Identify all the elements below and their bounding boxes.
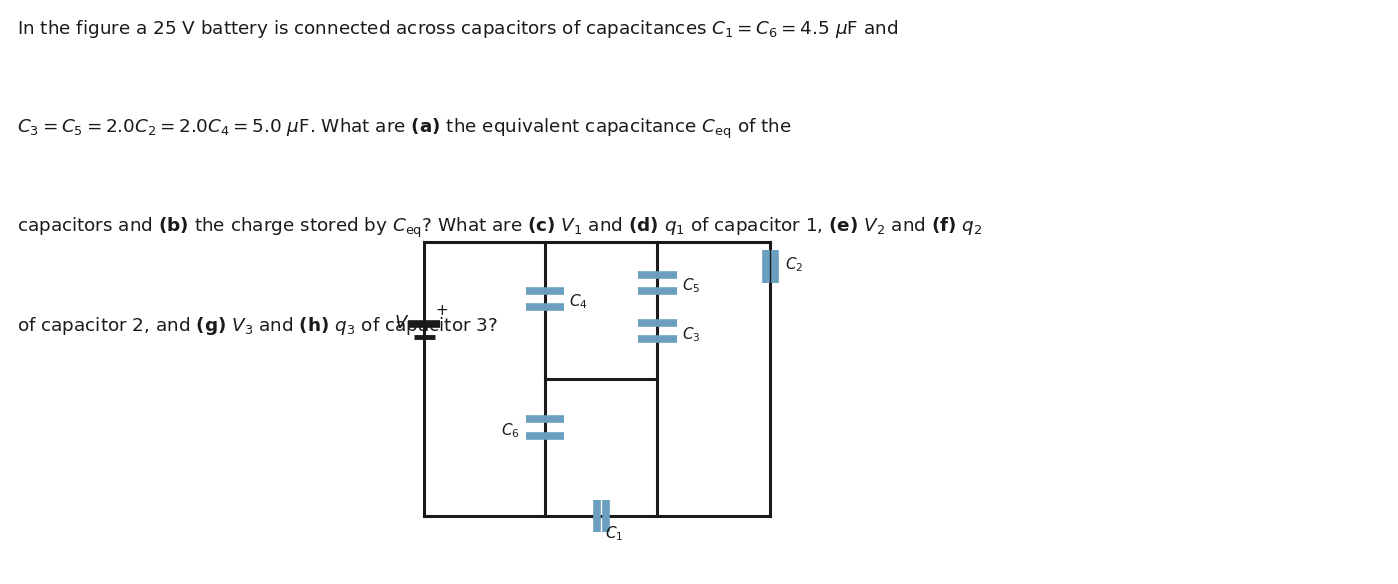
Text: $C_6$: $C_6$ <box>500 422 519 440</box>
Text: $C_5$: $C_5$ <box>682 277 700 296</box>
Text: +: + <box>435 303 449 318</box>
Text: capacitors and $\mathbf{(b)}$ the charge stored by $C_{\rm eq}$? What are $\math: capacitors and $\mathbf{(b)}$ the charge… <box>17 216 983 240</box>
Text: $C_3 = C_5 = 2.0C_2 = 2.0C_4 = 5.0\ \mu$F. What are $\mathbf{(a)}$ the equivalen: $C_3 = C_5 = 2.0C_2 = 2.0C_4 = 5.0\ \mu$… <box>17 117 791 141</box>
Text: $C_3$: $C_3$ <box>682 325 700 343</box>
Text: In the figure a 25 V battery is connected across capacitors of capacitances $C_1: In the figure a 25 V battery is connecte… <box>17 18 898 40</box>
Text: $V$: $V$ <box>394 314 410 332</box>
Text: of capacitor 2, and $\mathbf{(g)}$ $V_3$ and $\mathbf{(h)}$ $q_3$ of capacitor 3: of capacitor 2, and $\mathbf{(g)}$ $V_3$… <box>17 315 498 338</box>
Text: $C_4$: $C_4$ <box>569 293 587 311</box>
Text: $C_1$: $C_1$ <box>605 524 624 543</box>
Text: $C_2$: $C_2$ <box>784 256 802 274</box>
